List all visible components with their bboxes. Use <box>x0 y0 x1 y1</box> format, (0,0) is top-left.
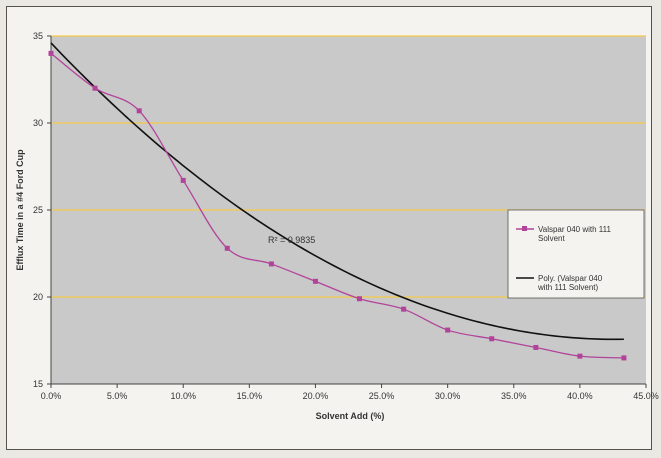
legend-box <box>507 209 645 299</box>
x-tick-35.0%: 35.0% <box>501 391 527 401</box>
data-point-5 <box>268 261 274 267</box>
legend-series-label-line1: Valspar 040 with 111 <box>538 225 611 234</box>
data-point-1 <box>92 85 98 91</box>
x-tick-40.0%: 40.0% <box>567 391 593 401</box>
y-tick-20: 20 <box>33 292 43 302</box>
y-tick-labels: 15 20 25 30 35 <box>33 31 51 389</box>
legend-series-label-line2: Solvent <box>538 234 565 243</box>
data-point-2 <box>136 108 142 114</box>
data-point-0 <box>48 50 54 56</box>
data-point-3 <box>180 177 186 183</box>
trendline-poly <box>50 42 624 341</box>
r-squared-annotation: R² = 0.9835 <box>268 235 315 245</box>
series-line-valspar <box>50 52 624 359</box>
x-tick-0.0%: 0.0% <box>41 391 62 401</box>
x-tick-20.0%: 20.0% <box>303 391 329 401</box>
data-point-6 <box>312 278 318 284</box>
data-point-11 <box>533 344 539 350</box>
data-point-13 <box>621 355 627 361</box>
data-point-9 <box>445 327 451 333</box>
x-tick-30.0%: 30.0% <box>435 391 461 401</box>
y-tick-30: 30 <box>33 118 43 128</box>
x-tick-45.0%: 45.0% <box>633 391 659 401</box>
x-tick-10.0%: 10.0% <box>170 391 196 401</box>
x-tick-5.0%: 5.0% <box>107 391 128 401</box>
series-layer <box>48 42 627 361</box>
y-tick-25: 25 <box>33 205 43 215</box>
data-point-8 <box>401 306 407 312</box>
x-tick-25.0%: 25.0% <box>369 391 395 401</box>
x-tick-15.0%: 15.0% <box>237 391 263 401</box>
data-point-12 <box>577 353 583 359</box>
x-axis-title: Solvent Add (%) <box>316 411 385 421</box>
y-axis-title: Efflux Time in a #4 Ford Cup <box>15 149 25 271</box>
legend: Valspar 040 with 111 Solvent Poly. (Vals… <box>507 209 645 299</box>
y-tick-35: 35 <box>33 31 43 41</box>
data-point-4 <box>224 245 230 251</box>
x-tick-labels: 0.0% 5.0% 10.0% 15.0% 20.0% 25.0% 30.0% 35.0% 40… <box>41 384 659 401</box>
legend-trendline-label-line1: Poly. (Valspar 040 <box>538 274 603 283</box>
data-point-10 <box>489 336 495 342</box>
y-tick-15: 15 <box>33 379 43 389</box>
legend-trendline-label-line2: with 111 Solvent) <box>537 283 599 292</box>
legend-series-marker <box>522 226 527 231</box>
data-point-7 <box>356 296 362 302</box>
